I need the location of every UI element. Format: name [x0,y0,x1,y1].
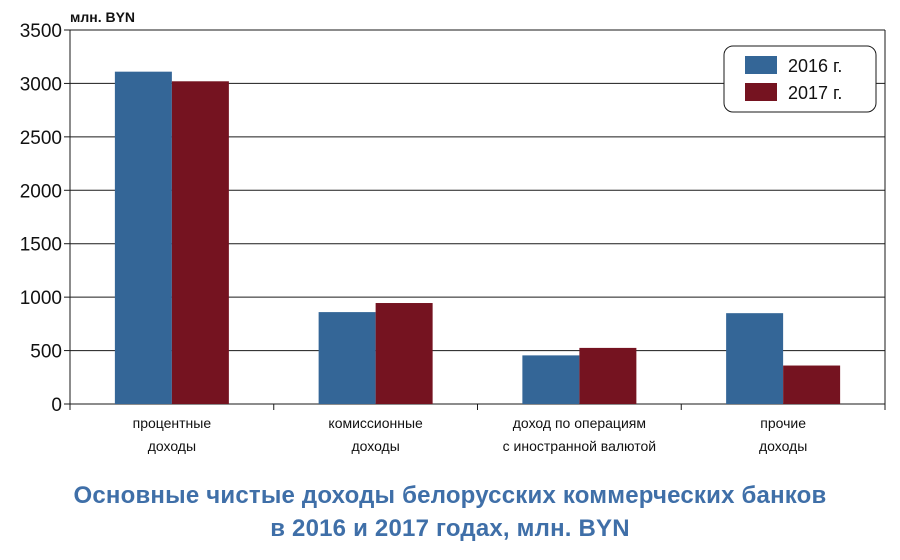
y-tick-label: 2000 [20,181,62,202]
bar-2017-2 [579,347,637,404]
bars [114,71,841,404]
bar-2017-0 [171,81,229,404]
y-tick-label: 1500 [20,235,62,256]
bar-2017-1 [375,303,433,404]
legend-label: 2016 г. [788,56,842,76]
category-label: комиссионные доходы [328,415,423,454]
bar-2016-3 [726,313,784,404]
y-tick-label: 2500 [20,128,62,149]
category-label: доход по операциям с иностранной валютой [503,415,656,454]
y-tick-label: 3000 [20,74,62,95]
legend-swatch [745,83,777,101]
chart-title-line-2: в 2016 и 2017 годах, млн. BYN [270,515,630,542]
legend-label: 2017 г. [788,83,842,103]
bar-2016-2 [522,355,580,404]
bar-2017-3 [783,365,841,404]
axes: 0 500 1000 1500 2000 2500 3000 3500 [20,21,886,416]
chart: 0 500 1000 1500 2000 2500 3000 3500 млн. BYN пр… [20,9,886,454]
y-tick-label: 3500 [20,21,62,42]
legend-swatch [745,56,777,74]
y-axis-unit-label: млн. BYN [70,9,135,25]
y-tick-label: 500 [30,342,62,363]
bar-2016-1 [318,312,376,404]
y-tick-label: 1000 [20,288,62,309]
category-label: процентные доходы [133,415,212,454]
y-tick-label: 0 [51,395,62,416]
category-label: прочие доходы [759,415,807,454]
category-labels: процентные доходы комиссионные доходы доход … [133,415,808,454]
legend: 2016 г. 2017 г. [723,45,877,113]
chart-title-line-1: Основные чистые доходы белорусских комме… [73,482,827,509]
bar-2016-0 [114,71,172,404]
